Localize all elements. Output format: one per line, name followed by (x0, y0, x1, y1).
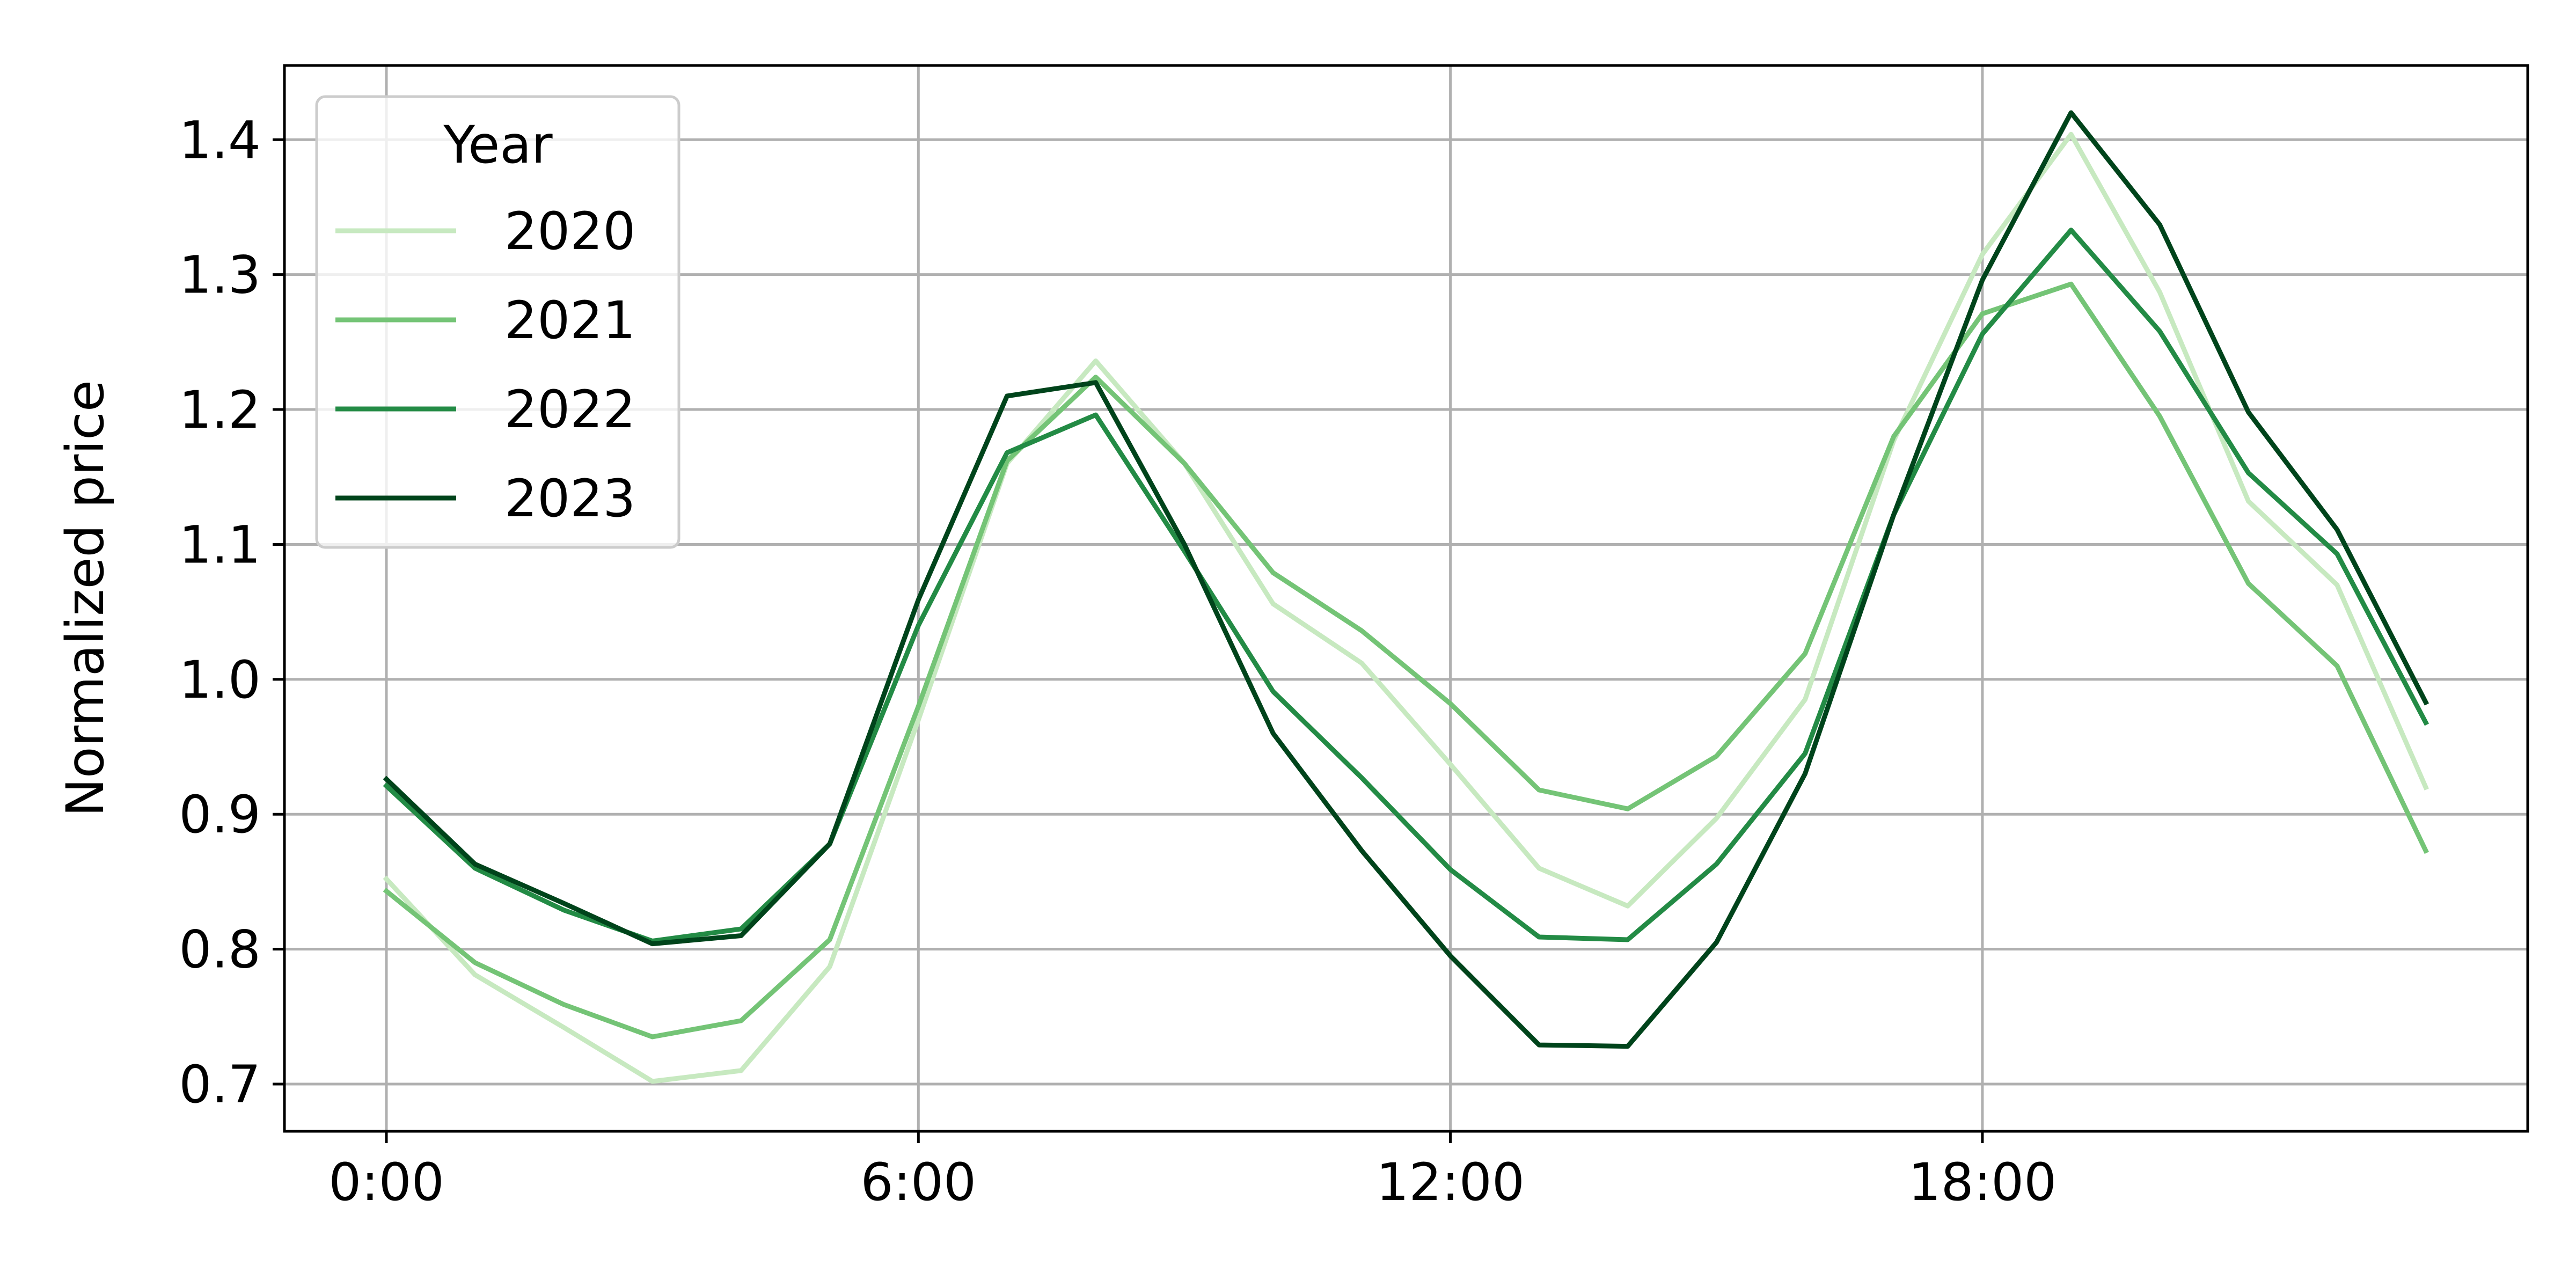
x-tick-label: 0:00 (328, 1152, 444, 1212)
y-tick-label: 1.3 (179, 245, 261, 305)
x-axis: 0:00 6:00 12:00 18:00 (328, 1131, 2057, 1212)
legend-items: 2020 2021 2022 2023 (335, 201, 635, 529)
y-tick-label: 1.1 (179, 515, 261, 575)
x-tick-label: 12:00 (1376, 1152, 1525, 1212)
y-tick-label: 1.0 (179, 650, 261, 710)
legend-label-2021: 2021 (504, 290, 635, 350)
legend-box (315, 95, 680, 549)
y-axis-label: Normalized price (55, 380, 115, 817)
legend: Year 2020 2021 2022 2023 (315, 95, 680, 549)
plot-frame (283, 64, 2529, 1133)
x-tick-label: 18:00 (1908, 1152, 2057, 1212)
y-tick-label: 0.8 (179, 920, 261, 980)
y-axis: 0.7 0.8 0.9 1.0 1.1 1.2 1.3 1.4 (179, 110, 284, 1115)
y-tick-label: 0.7 (179, 1055, 261, 1115)
legend-title: Year (443, 115, 553, 175)
series-lines (383, 110, 2429, 1084)
series-line-2023 (383, 110, 2429, 1049)
series-line-2020 (383, 131, 2429, 1084)
y-tick-label: 0.9 (179, 785, 261, 845)
legend-label-2022: 2022 (504, 379, 635, 440)
legend-label-2020: 2020 (504, 201, 635, 261)
legend-label-2023: 2023 (504, 469, 635, 529)
y-tick-label: 1.2 (179, 380, 261, 440)
series-line-2022 (383, 228, 2429, 943)
y-tick-label: 1.4 (179, 110, 261, 170)
series-line-2021 (383, 281, 2429, 1040)
x-tick-label: 6:00 (861, 1152, 977, 1212)
